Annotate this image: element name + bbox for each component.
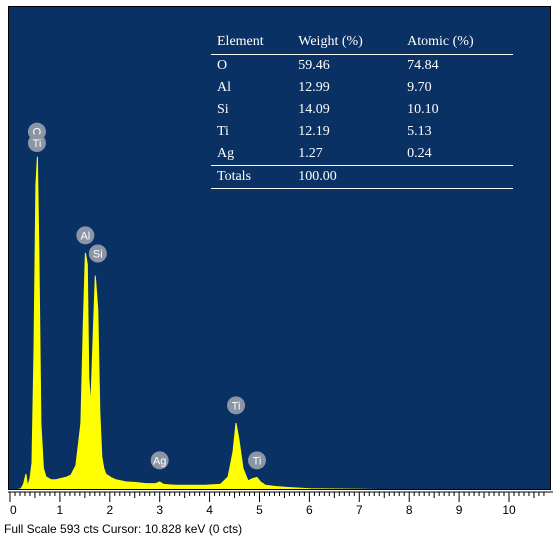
x-tick-label: 9 bbox=[456, 503, 463, 517]
spectrum-panel: O Ti Al Si Ag Ti Ti Element Weight (%) Atomic … bbox=[8, 6, 551, 490]
peak-label-text: Ti bbox=[33, 138, 42, 150]
peak-label-marker bbox=[227, 396, 246, 415]
peak-label-text: Al bbox=[80, 230, 90, 242]
cell-weight: 59.46 bbox=[298, 58, 330, 73]
x-tick-label: 10 bbox=[502, 503, 516, 517]
spectrum-series bbox=[17, 156, 377, 489]
table-row: Ag 1.27 0.24 bbox=[211, 143, 513, 166]
x-tick-label: 5 bbox=[256, 503, 263, 517]
cell-atomic: 10.10 bbox=[407, 102, 439, 117]
peak-label-text: Ag bbox=[153, 455, 166, 467]
peak-label-text: Ti bbox=[253, 455, 262, 467]
peak-label: Ag bbox=[150, 451, 169, 470]
header-atomic: Atomic (%) bbox=[401, 29, 513, 55]
cell-weight: 12.19 bbox=[298, 124, 330, 139]
x-tick-label: 3 bbox=[156, 503, 163, 517]
cell-weight: 14.09 bbox=[298, 102, 330, 117]
totals-atomic bbox=[401, 165, 513, 189]
cell-element: Ti bbox=[217, 124, 229, 139]
cell-atomic: 9.70 bbox=[407, 80, 432, 95]
header-element: Element bbox=[211, 29, 293, 55]
cell-weight: 1.27 bbox=[298, 146, 323, 161]
x-tick-label: 4 bbox=[206, 503, 213, 517]
cell-atomic: 5.13 bbox=[407, 124, 432, 139]
table-row: Si 14.09 10.10 bbox=[211, 99, 513, 121]
composition-table: Element Weight (%) Atomic (%) O 59.46 74… bbox=[211, 29, 513, 189]
totals-weight: 100.00 bbox=[292, 165, 402, 189]
energy-axis-svg: 0 1 2 3 4 5 6 7 8 9 10 bbox=[8, 491, 553, 517]
cell-element: Al bbox=[217, 80, 231, 95]
peak-label-marker bbox=[27, 134, 46, 152]
peak-label: Ti bbox=[248, 451, 267, 470]
x-tick-label: 0 bbox=[10, 503, 17, 517]
peak-label-marker bbox=[248, 451, 267, 470]
table-row: Al 12.99 9.70 bbox=[211, 77, 513, 99]
x-tick-label: 2 bbox=[106, 503, 113, 517]
peak-label: Ti bbox=[27, 134, 46, 152]
table-header-row: Element Weight (%) Atomic (%) bbox=[211, 29, 513, 55]
energy-axis: 0 1 2 3 4 5 6 7 8 9 10 bbox=[8, 490, 553, 520]
peak-label-text: Ti bbox=[232, 400, 241, 412]
peak-label-text: O bbox=[33, 127, 42, 139]
x-tick-label: 7 bbox=[356, 503, 363, 517]
table-row: Ti 12.19 5.13 bbox=[211, 121, 513, 143]
peak-label-marker bbox=[88, 244, 107, 263]
peak-label: Si bbox=[88, 244, 107, 263]
cell-element: O bbox=[217, 58, 228, 73]
cell-atomic: 0.24 bbox=[407, 146, 432, 161]
peak-label: Ti bbox=[227, 396, 246, 415]
totals-row: Totals 100.00 bbox=[211, 165, 513, 189]
peak-label: Al bbox=[76, 226, 95, 245]
cell-element: Si bbox=[217, 102, 229, 117]
totals-label: Totals bbox=[211, 165, 293, 189]
peak-label-marker bbox=[150, 451, 169, 470]
header-weight: Weight (%) bbox=[292, 29, 402, 55]
status-bar: Full Scale 593 cts Cursor: 10.828 keV (0… bbox=[4, 522, 243, 536]
table-row: O 59.46 74.84 bbox=[211, 55, 513, 78]
x-tick-label: 8 bbox=[406, 503, 413, 517]
cell-atomic: 74.84 bbox=[407, 58, 439, 73]
x-tick-label: 6 bbox=[306, 503, 313, 517]
cell-weight: 12.99 bbox=[298, 80, 330, 95]
peak-label-text: Si bbox=[93, 249, 103, 261]
x-tick-label: 1 bbox=[57, 503, 64, 517]
peak-label-marker bbox=[76, 226, 95, 245]
cell-element: Ag bbox=[217, 146, 235, 161]
